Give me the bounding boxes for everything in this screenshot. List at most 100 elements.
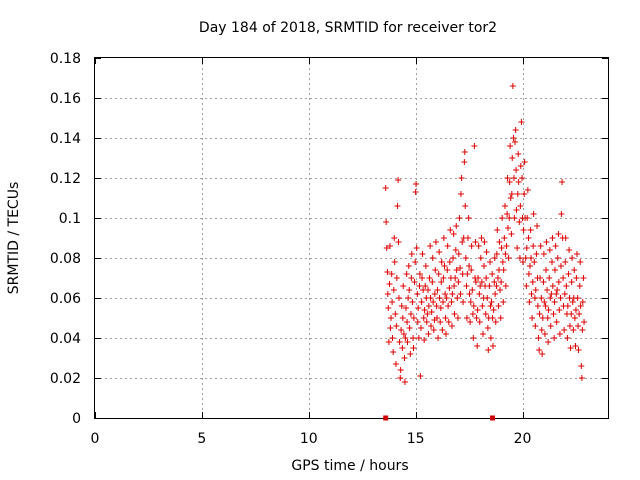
y-tick-label: 0.16 bbox=[50, 91, 81, 107]
data-point bbox=[487, 335, 494, 341]
data-point bbox=[414, 291, 421, 297]
data-point bbox=[493, 251, 500, 257]
data-point bbox=[492, 319, 499, 325]
data-point bbox=[490, 307, 497, 313]
data-point bbox=[581, 319, 588, 325]
data-point bbox=[551, 335, 558, 341]
data-point bbox=[450, 255, 457, 261]
data-point bbox=[538, 327, 545, 333]
data-point bbox=[399, 315, 406, 321]
data-point bbox=[516, 219, 523, 225]
data-point bbox=[502, 251, 509, 257]
data-point bbox=[552, 243, 559, 249]
x-range-marker bbox=[383, 415, 389, 421]
data-point bbox=[425, 287, 432, 293]
data-point bbox=[483, 249, 490, 255]
data-point bbox=[491, 255, 498, 261]
data-point bbox=[410, 345, 417, 351]
data-point bbox=[476, 319, 483, 325]
data-point bbox=[470, 335, 477, 341]
data-point bbox=[457, 291, 464, 297]
data-point bbox=[500, 299, 507, 305]
data-point bbox=[405, 263, 412, 269]
data-point bbox=[398, 327, 405, 333]
data-point bbox=[512, 139, 519, 145]
data-point bbox=[408, 251, 415, 257]
data-point bbox=[407, 351, 414, 357]
data-point bbox=[440, 275, 447, 281]
data-point bbox=[424, 311, 431, 317]
data-point bbox=[530, 243, 537, 249]
data-point bbox=[434, 287, 441, 293]
data-point bbox=[484, 325, 491, 331]
data-point bbox=[576, 283, 583, 289]
y-tick-label: 0.12 bbox=[50, 171, 81, 187]
data-point bbox=[574, 251, 581, 257]
data-point bbox=[473, 315, 480, 321]
data-point bbox=[531, 295, 538, 301]
data-point bbox=[427, 295, 434, 301]
data-point bbox=[406, 325, 413, 331]
data-point bbox=[535, 335, 542, 341]
data-point bbox=[455, 251, 462, 257]
data-point bbox=[439, 327, 446, 333]
data-point bbox=[447, 227, 454, 233]
data-point bbox=[442, 331, 449, 337]
data-point bbox=[389, 299, 396, 305]
data-point bbox=[385, 305, 392, 311]
data-point bbox=[489, 271, 496, 277]
data-point bbox=[479, 331, 486, 337]
data-point bbox=[383, 245, 390, 251]
data-point bbox=[438, 259, 445, 265]
data-point bbox=[508, 191, 515, 197]
data-point bbox=[547, 295, 554, 301]
data-point bbox=[475, 243, 482, 249]
data-point bbox=[451, 311, 458, 317]
data-point bbox=[404, 319, 411, 325]
data-point bbox=[566, 323, 573, 329]
data-point bbox=[444, 267, 451, 273]
data-point bbox=[499, 215, 506, 221]
data-point bbox=[541, 331, 548, 337]
data-point bbox=[519, 175, 526, 181]
data-point bbox=[551, 299, 558, 305]
data-point bbox=[526, 299, 533, 305]
data-point bbox=[553, 291, 560, 297]
data-point bbox=[435, 335, 442, 341]
data-point bbox=[562, 259, 569, 265]
data-point bbox=[477, 255, 484, 261]
data-point bbox=[554, 287, 561, 293]
data-point bbox=[437, 305, 444, 311]
data-point bbox=[523, 283, 530, 289]
data-point bbox=[515, 151, 522, 157]
data-point bbox=[403, 305, 410, 311]
data-point bbox=[416, 271, 423, 277]
data-point bbox=[463, 315, 470, 321]
data-point bbox=[512, 127, 519, 133]
data-point bbox=[525, 235, 532, 241]
data-point bbox=[408, 275, 415, 281]
data-point bbox=[508, 231, 515, 237]
data-point bbox=[497, 287, 504, 293]
data-point bbox=[545, 339, 552, 345]
data-point bbox=[510, 135, 517, 141]
data-point bbox=[534, 223, 541, 229]
data-point bbox=[481, 263, 488, 269]
data-point bbox=[412, 259, 419, 265]
data-point bbox=[414, 319, 421, 325]
data-point bbox=[392, 361, 399, 367]
data-point bbox=[434, 315, 440, 321]
data-point bbox=[417, 373, 424, 379]
data-point bbox=[542, 303, 549, 309]
data-point bbox=[451, 283, 458, 289]
data-point bbox=[433, 303, 440, 309]
data-point bbox=[448, 299, 455, 305]
axis-ticks bbox=[95, 58, 608, 419]
y-tick-label: 0.1 bbox=[59, 211, 81, 227]
x-tick-label: 15 bbox=[407, 431, 425, 447]
data-point bbox=[502, 283, 509, 289]
data-point bbox=[483, 275, 490, 281]
y-tick-label: 0.04 bbox=[50, 331, 81, 347]
data-point bbox=[418, 299, 425, 305]
